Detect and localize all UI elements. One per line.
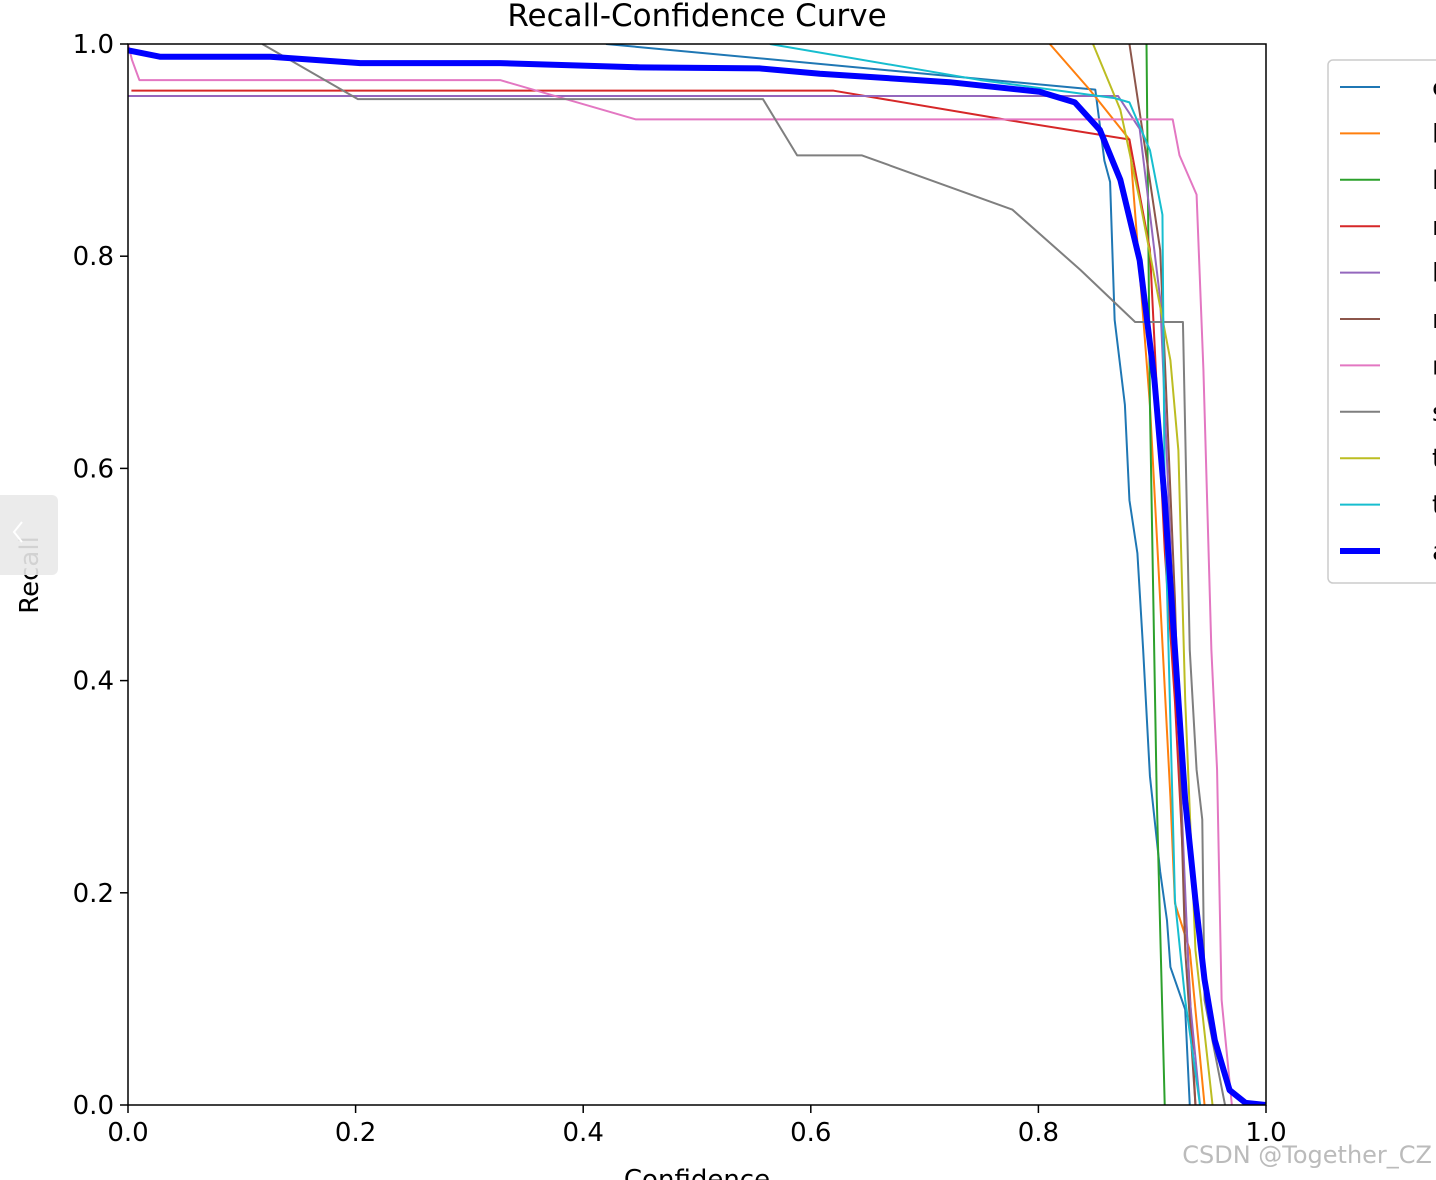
series-line [1145,44,1166,1105]
y-tick-label: 0.6 [73,454,114,484]
series-line [605,44,1191,1105]
legend-label: r [1432,305,1436,335]
y-tick-label: 0.8 [73,242,114,272]
legend-label: t [1432,491,1436,521]
series-line [769,44,1201,1105]
x-tick-label: 0.6 [790,1118,831,1148]
x-tick-label: 0.8 [1018,1118,1059,1148]
series-line [128,94,1201,1105]
series-line [128,47,1266,1105]
series-line [128,44,1233,1105]
plot-frame [127,43,1267,1106]
y-tick-label: 0.0 [73,1091,114,1121]
series-line [131,89,1197,1105]
x-tick-label: 0.0 [107,1118,148,1148]
chart-title: Recall-Confidence Curve [507,0,886,34]
legend-label: r [1432,212,1436,242]
series-line [261,44,1227,1105]
legend-label: l [1432,166,1436,196]
y-tick-label: 0.4 [73,667,114,697]
legend-box [1327,59,1436,584]
legend-label: t [1432,444,1436,474]
x-tick-label: 1.0 [1245,1118,1286,1148]
legend-label: r [1432,351,1436,381]
x-tick-label: 0.4 [563,1118,604,1148]
legend-label: l [1432,119,1436,149]
x-axis-label: Confidence [624,1165,770,1180]
legend-label: a [1432,537,1436,567]
back-button[interactable] [0,495,58,575]
legend-label: c [1432,73,1436,103]
back-icon [12,521,23,543]
legend-label: s [1432,398,1436,428]
y-tick-label: 1.0 [73,30,114,60]
x-tick-label: 0.2 [335,1118,376,1148]
watermark: CSDN @Together_CZ [1182,1141,1432,1169]
legend: cllrlrrstta [1340,73,1436,567]
y-tick-label: 0.2 [73,879,114,909]
legend-label: l [1432,259,1436,289]
plot-lines [128,44,1266,1105]
